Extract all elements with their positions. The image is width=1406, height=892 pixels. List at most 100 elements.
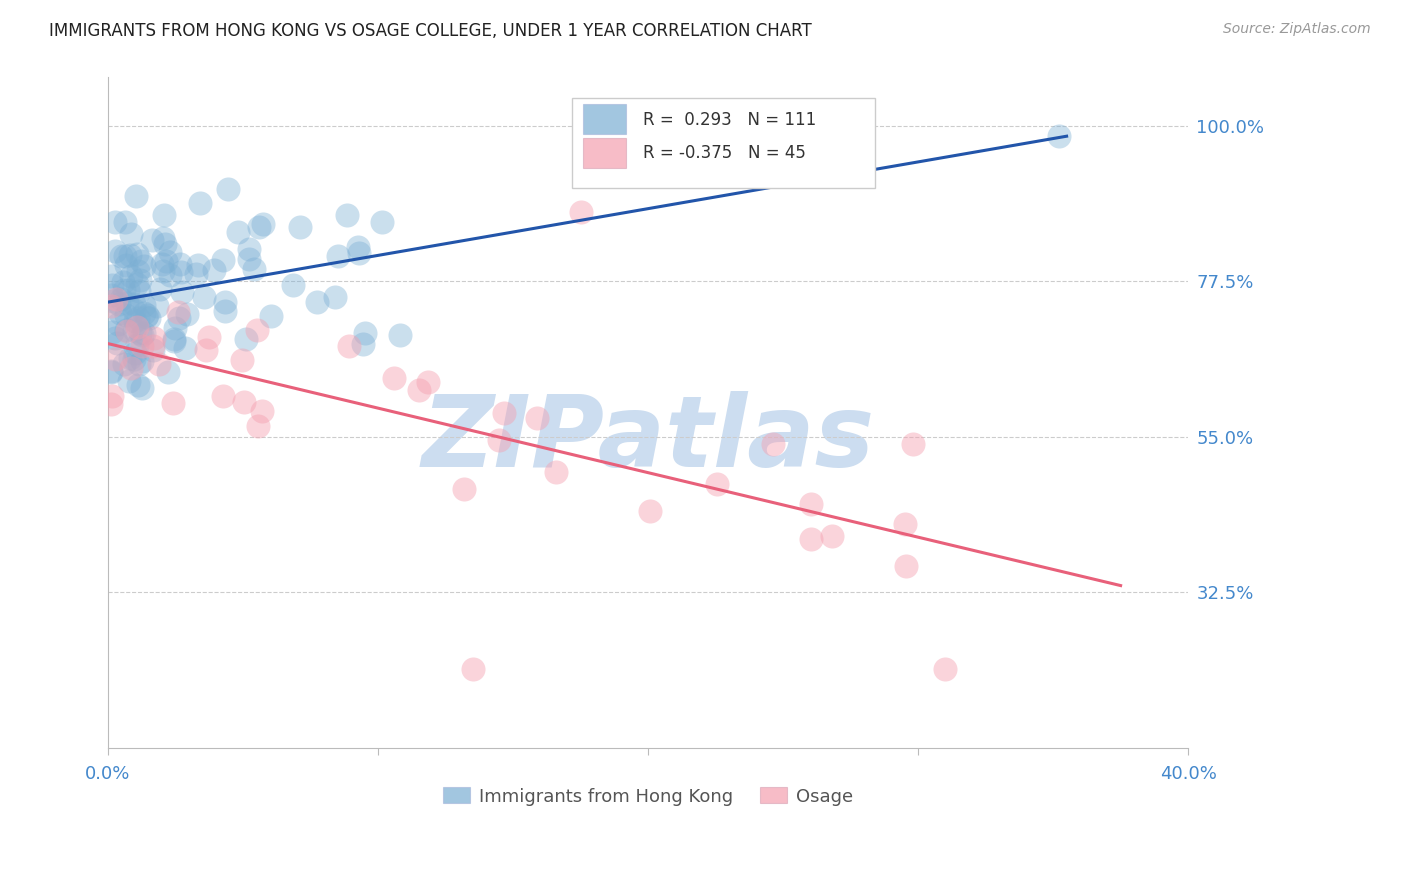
Point <box>107 318 129 332</box>
Point <box>122 296 145 310</box>
Point <box>127 263 149 277</box>
Point <box>235 332 257 346</box>
Point <box>176 307 198 321</box>
Point <box>159 245 181 260</box>
Text: 0.0%: 0.0% <box>86 765 131 783</box>
FancyBboxPatch shape <box>572 97 875 188</box>
Point <box>122 323 145 337</box>
Point <box>231 353 253 368</box>
Point <box>104 215 127 229</box>
Point <box>337 339 360 353</box>
Point <box>120 361 142 376</box>
Point <box>166 305 188 319</box>
Point <box>706 476 728 491</box>
Point <box>149 282 172 296</box>
Point <box>120 269 142 284</box>
Point <box>188 195 211 210</box>
Point <box>115 258 138 272</box>
Point <box>115 324 138 338</box>
Point <box>800 497 823 511</box>
Point <box>120 351 142 366</box>
Point <box>100 287 122 301</box>
Point <box>135 308 157 322</box>
Point <box>198 330 221 344</box>
Text: IMMIGRANTS FROM HONG KONG VS OSAGE COLLEGE, UNDER 1 YEAR CORRELATION CHART: IMMIGRANTS FROM HONG KONG VS OSAGE COLLE… <box>49 22 811 40</box>
Point <box>202 263 225 277</box>
Point <box>150 257 173 271</box>
Point <box>526 411 548 425</box>
Point <box>246 418 269 433</box>
Point <box>138 311 160 326</box>
Point <box>352 336 374 351</box>
Point <box>370 215 392 229</box>
Point <box>934 661 956 675</box>
Point <box>246 323 269 337</box>
Point <box>118 374 141 388</box>
Point <box>163 334 186 348</box>
Point <box>167 310 190 325</box>
Point <box>148 357 170 371</box>
Point <box>112 275 135 289</box>
Point <box>125 188 148 202</box>
Point <box>1047 129 1070 144</box>
Point <box>122 352 145 367</box>
Point <box>800 533 823 547</box>
Point <box>212 388 235 402</box>
Point <box>132 259 155 273</box>
Point <box>132 306 155 320</box>
Point <box>247 219 270 234</box>
Point <box>453 482 475 496</box>
Point <box>347 239 370 253</box>
Point <box>354 326 377 341</box>
Point <box>108 296 131 310</box>
Point <box>101 293 124 308</box>
Point <box>105 335 128 350</box>
Point <box>638 504 661 518</box>
Point <box>569 205 592 219</box>
Point <box>100 277 122 292</box>
Point <box>170 265 193 279</box>
Point <box>186 258 208 272</box>
Point <box>114 249 136 263</box>
Point <box>165 321 187 335</box>
Point <box>124 346 146 360</box>
Point <box>408 383 430 397</box>
Point <box>214 304 236 318</box>
Point <box>896 558 918 573</box>
Point <box>152 263 174 277</box>
Point <box>128 357 150 371</box>
Point <box>117 283 139 297</box>
Point <box>127 311 149 326</box>
Point <box>115 323 138 337</box>
Point <box>132 297 155 311</box>
Point <box>242 261 264 276</box>
Point <box>127 377 149 392</box>
Point <box>101 325 124 339</box>
Point <box>100 397 122 411</box>
Point <box>146 299 169 313</box>
Point <box>100 299 122 313</box>
Point <box>186 267 208 281</box>
Legend: Immigrants from Hong Kong, Osage: Immigrants from Hong Kong, Osage <box>436 780 860 813</box>
Point <box>129 326 152 340</box>
Point <box>131 339 153 353</box>
Point <box>103 352 125 367</box>
Text: ZIPatlas: ZIPatlas <box>422 391 875 488</box>
Text: R = -0.375   N = 45: R = -0.375 N = 45 <box>643 145 806 162</box>
Point <box>389 327 412 342</box>
Point <box>122 303 145 318</box>
Point <box>288 219 311 234</box>
Point <box>115 296 138 310</box>
Point <box>100 365 122 379</box>
Point <box>252 217 274 231</box>
Point <box>127 338 149 352</box>
Point <box>108 306 131 320</box>
Point <box>163 332 186 346</box>
Point <box>128 284 150 298</box>
Point <box>114 215 136 229</box>
Point <box>238 242 260 256</box>
Point <box>112 357 135 371</box>
Point <box>212 252 235 267</box>
Point <box>260 309 283 323</box>
Point <box>100 389 122 403</box>
